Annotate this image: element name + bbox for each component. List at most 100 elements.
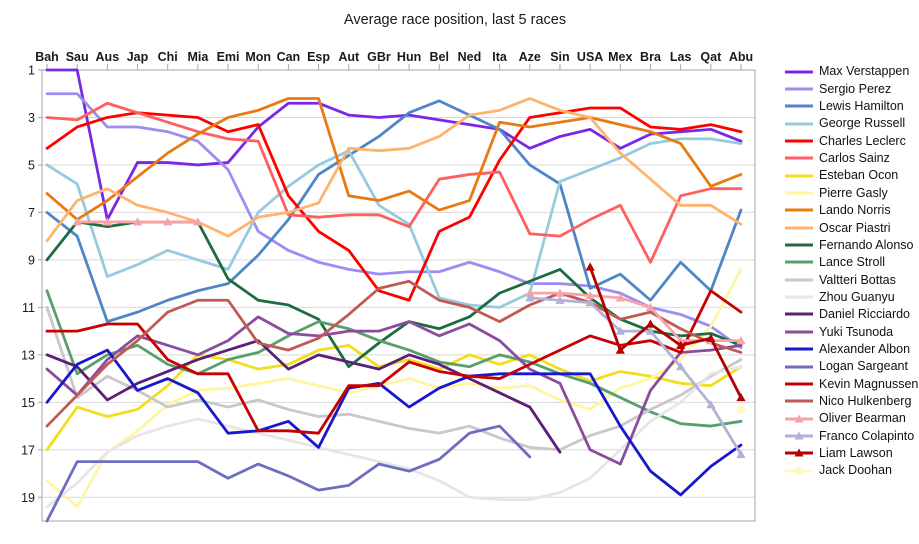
y-tick-label-1: 1 xyxy=(28,64,35,78)
y-tick-label-13: 13 xyxy=(21,348,35,362)
legend-item-daniel-ricciardo[interactable]: Daniel Ricciardo xyxy=(784,306,918,323)
point-marker xyxy=(193,217,203,226)
legend-item-sergio-perez[interactable]: Sergio Perez xyxy=(784,80,918,97)
x-tick-label-bel: Bel xyxy=(430,50,449,64)
legend-label-lance-stroll: Lance Stroll xyxy=(819,255,886,270)
series-pierre-gasly xyxy=(45,267,743,509)
legend-label-zhou-guanyu: Zhou Guanyu xyxy=(819,289,895,304)
point-marker xyxy=(615,326,625,335)
legend-label-franco-colapinto: Franco Colapinto xyxy=(819,428,915,443)
legend-item-valtteri-bottas[interactable]: Valtteri Bottas xyxy=(784,271,918,288)
x-tick-label-ita: Ita xyxy=(492,50,508,64)
legend-item-nico-hulkenberg[interactable]: Nico Hulkenberg xyxy=(784,393,918,410)
legend-item-carlos-sainz[interactable]: Carlos Sainz xyxy=(784,150,918,167)
series-line-zhou-guanyu xyxy=(45,365,743,509)
series-line-yuki-tsunoda xyxy=(45,315,743,466)
y-tick-label-9: 9 xyxy=(28,253,35,267)
legend-label-oliver-bearman: Oliver Bearman xyxy=(819,411,906,426)
point-marker xyxy=(645,319,656,328)
series-nico-hulkenberg xyxy=(45,279,743,428)
point-marker xyxy=(585,262,595,271)
legend-label-yuki-tsunoda: Yuki Tsunoda xyxy=(819,324,894,339)
legend-label-alexander-albon: Alexander Albon xyxy=(819,341,911,356)
series-charles-leclerc xyxy=(45,106,743,302)
legend-item-esteban-ocon[interactable]: Esteban Ocon xyxy=(784,167,918,184)
x-tick-label-mex: Mex xyxy=(608,50,632,64)
point-marker xyxy=(525,288,535,297)
legend-item-kevin-magnussen[interactable]: Kevin Magnussen xyxy=(784,375,918,392)
legend-item-zhou-guanyu[interactable]: Zhou Guanyu xyxy=(784,288,918,305)
legend-item-franco-colapinto[interactable]: Franco Colapinto xyxy=(784,427,918,444)
x-tick-label-jap: Jap xyxy=(127,50,149,64)
legend-swatch-oliver-bearman xyxy=(785,414,813,423)
x-tick-label-mia: Mia xyxy=(187,50,209,64)
x-tick-label-usa: USA xyxy=(577,50,603,64)
series-line-lewis-hamilton xyxy=(45,99,743,324)
point-marker xyxy=(585,298,595,307)
legend-item-lance-stroll[interactable]: Lance Stroll xyxy=(784,254,918,271)
series-lance-stroll xyxy=(45,289,743,428)
series-zhou-guanyu xyxy=(45,365,743,509)
legend-item-george-russell[interactable]: George Russell xyxy=(784,115,918,132)
series-line-nico-hulkenberg xyxy=(45,279,743,428)
x-tick-label-las: Las xyxy=(670,50,692,64)
series-logan-sargeant xyxy=(45,424,532,523)
legend-item-oscar-piastri[interactable]: Oscar Piastri xyxy=(784,219,918,236)
legend-item-max-verstappen[interactable]: Max Verstappen xyxy=(784,63,918,80)
legend-label-liam-lawson: Liam Lawson xyxy=(819,445,893,460)
legend-item-lewis-hamilton[interactable]: Lewis Hamilton xyxy=(784,98,918,115)
legend-swatch-lewis-hamilton xyxy=(785,104,813,108)
legend-label-max-verstappen: Max Verstappen xyxy=(819,64,910,79)
series-liam-lawson xyxy=(585,262,746,402)
series-line-pierre-gasly xyxy=(45,267,743,509)
point-marker xyxy=(706,333,716,342)
legend-item-lando-norris[interactable]: Lando Norris xyxy=(784,202,918,219)
point-marker xyxy=(706,400,716,409)
y-tick-label-5: 5 xyxy=(28,158,35,172)
legend-swatch-sergio-perez xyxy=(785,87,813,91)
legend-label-pierre-gasly: Pierre Gasly xyxy=(819,185,888,200)
legend-item-fernando-alonso[interactable]: Fernando Alonso xyxy=(784,236,918,253)
series-line-alexander-albon xyxy=(45,348,743,497)
legend-item-pierre-gasly[interactable]: Pierre Gasly xyxy=(784,184,918,201)
series-line-oscar-piastri xyxy=(45,97,743,243)
point-marker xyxy=(736,336,746,345)
point-marker xyxy=(645,302,656,311)
legend-swatch-fernando-alonso xyxy=(785,243,813,247)
series-jack-doohan xyxy=(736,405,746,414)
series-line-lance-stroll xyxy=(45,289,743,428)
legend-swatch-pierre-gasly xyxy=(785,191,813,195)
legend-label-carlos-sainz: Carlos Sainz xyxy=(819,151,890,166)
x-tick-label-bra: Bra xyxy=(640,50,662,64)
legend-label-fernando-alonso: Fernando Alonso xyxy=(819,237,914,252)
point-marker xyxy=(163,217,173,226)
series-lando-norris xyxy=(45,97,743,221)
legend-item-jack-doohan[interactable]: Jack Doohan xyxy=(784,462,918,479)
legend-item-alexander-albon[interactable]: Alexander Albon xyxy=(784,341,918,358)
series-valtteri-bottas xyxy=(45,305,743,452)
legend-label-logan-sargeant: Logan Sargeant xyxy=(819,359,908,374)
legend-item-yuki-tsunoda[interactable]: Yuki Tsunoda xyxy=(784,323,918,340)
chart-title: Average race position, last 5 races xyxy=(343,12,567,28)
legend-swatch-valtteri-bottas xyxy=(785,278,813,282)
series-line-sergio-perez xyxy=(45,92,743,350)
legend-label-daniel-ricciardo: Daniel Ricciardo xyxy=(819,307,911,322)
point-marker xyxy=(615,345,625,354)
legend-item-logan-sargeant[interactable]: Logan Sargeant xyxy=(784,358,918,375)
series-george-russell xyxy=(45,137,743,309)
y-tick-label-11: 11 xyxy=(22,301,35,315)
point-marker xyxy=(555,295,565,304)
legend-item-oliver-bearman[interactable]: Oliver Bearman xyxy=(784,410,918,427)
legend-label-esteban-ocon: Esteban Ocon xyxy=(819,168,899,183)
series-line-daniel-ricciardo xyxy=(45,339,562,454)
legend-swatch-nico-hulkenberg xyxy=(785,399,813,403)
y-tick-label-3: 3 xyxy=(28,111,35,125)
series-carlos-sainz xyxy=(45,101,743,264)
legend-item-charles-leclerc[interactable]: Charles Leclerc xyxy=(784,132,918,149)
point-marker xyxy=(736,405,746,414)
point-marker xyxy=(676,340,686,349)
series-line-carlos-sainz xyxy=(45,101,743,264)
point-marker xyxy=(736,449,746,459)
legend-item-liam-lawson[interactable]: Liam Lawson xyxy=(784,445,918,462)
